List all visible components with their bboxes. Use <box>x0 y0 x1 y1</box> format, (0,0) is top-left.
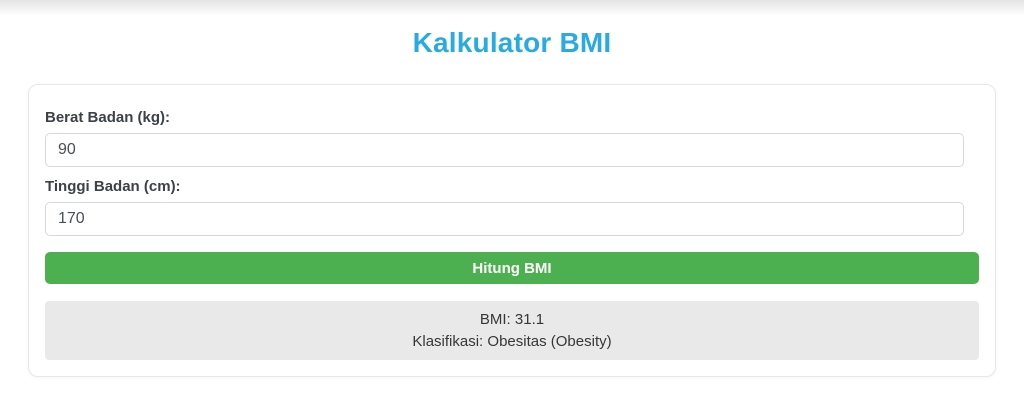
bmi-classification-text: Klasifikasi: Obesitas (Obesity) <box>412 333 612 350</box>
height-label: Tinggi Badan (cm): <box>45 178 181 195</box>
height-input[interactable] <box>45 202 964 236</box>
weight-field-group: Berat Badan (kg): <box>45 109 979 167</box>
bmi-calculator-card: Berat Badan (kg): Tinggi Badan (cm): Hit… <box>28 84 996 377</box>
top-scroll-shadow <box>0 0 1024 16</box>
page-title: Kalkulator BMI <box>412 27 612 58</box>
weight-label: Berat Badan (kg): <box>45 109 171 126</box>
bmi-value-text: BMI: 31.1 <box>479 311 545 328</box>
result-panel: BMI: 31.1 Klasifikasi: Obesitas (Obesity… <box>45 301 979 360</box>
weight-input[interactable] <box>45 133 964 167</box>
height-field-group: Tinggi Badan (cm): <box>45 178 979 236</box>
calculate-bmi-button[interactable]: Hitung BMI <box>45 252 979 284</box>
